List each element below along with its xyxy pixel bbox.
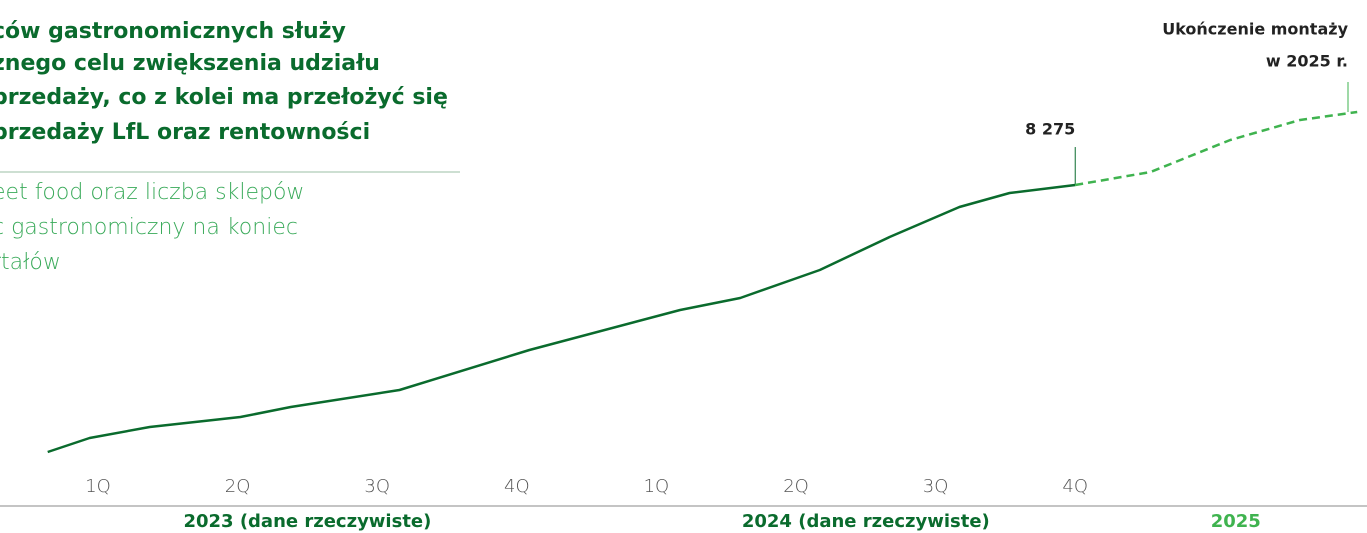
title-line: znego celu zwiększenia udziału bbox=[0, 51, 380, 76]
annotation: Ukończenie montaży bbox=[1162, 20, 1348, 39]
subtitle-line: eet food oraz liczba sklepów bbox=[0, 180, 304, 205]
annotation: w 2025 r. bbox=[1266, 52, 1348, 71]
group-label: 2025 bbox=[1211, 511, 1261, 532]
subtitle-line: c gastronomiczny na koniec bbox=[0, 215, 298, 240]
x-tick-label: 2Q bbox=[225, 476, 251, 497]
x-tick-label: 1Q bbox=[644, 476, 670, 497]
series-line bbox=[1074, 110, 1358, 187]
title-line: przedaży, co z kolei ma przełożyć się bbox=[0, 85, 448, 110]
x-tick-label: 2Q bbox=[783, 476, 809, 497]
x-tick-label: 4Q bbox=[504, 476, 530, 497]
x-tick-label: 4Q bbox=[1062, 476, 1088, 497]
x-tick-label: 3Q bbox=[364, 476, 390, 497]
data-label: 8 275 bbox=[1025, 120, 1075, 139]
x-tick-label: 1Q bbox=[85, 476, 111, 497]
title-line: ców gastronomicznych służy bbox=[0, 19, 346, 44]
group-label: 2024 (dane rzeczywiste) bbox=[742, 511, 990, 532]
subtitle-line: rtałów bbox=[0, 250, 61, 275]
group-label: 2023 (dane rzeczywiste) bbox=[183, 511, 431, 532]
x-tick-label: 3Q bbox=[923, 476, 949, 497]
series-line bbox=[47, 183, 1076, 454]
title-line: przedaży LfL oraz rentowności bbox=[0, 120, 370, 145]
